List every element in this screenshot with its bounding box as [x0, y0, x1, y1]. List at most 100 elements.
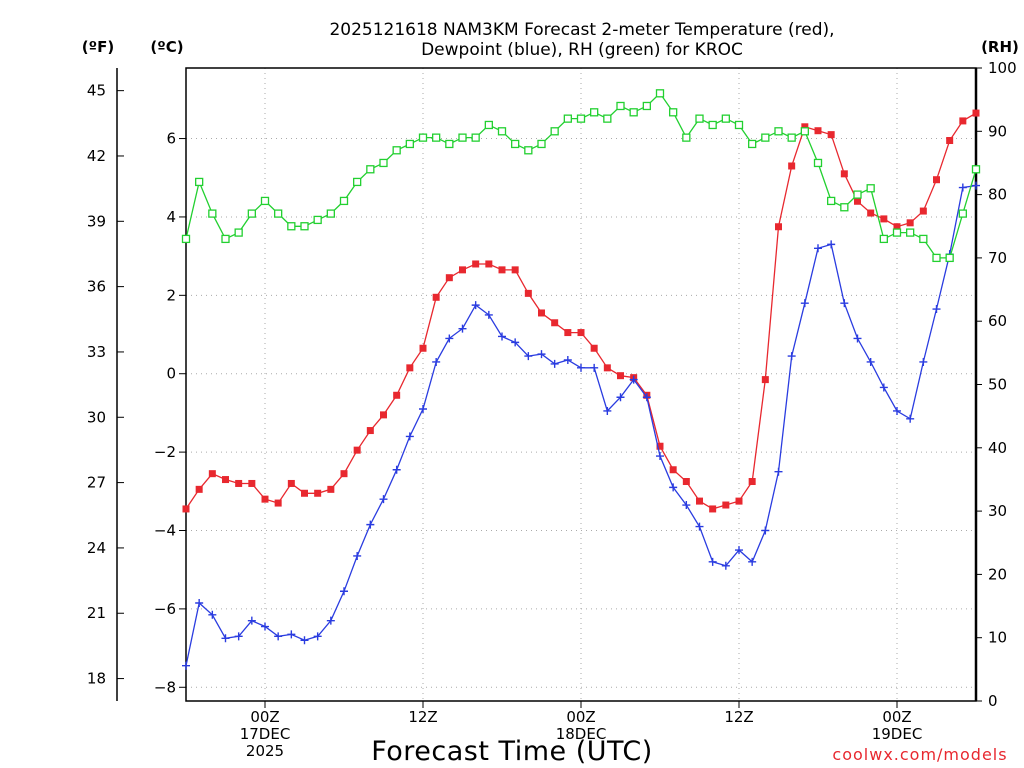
data-point [234, 632, 243, 641]
data-point [906, 414, 915, 423]
data-point [972, 181, 980, 190]
data-point [538, 309, 545, 317]
data-point [748, 557, 757, 566]
data-point [392, 465, 401, 474]
data-point [840, 203, 849, 212]
fahrenheit-tick-label: 21 [87, 604, 106, 622]
data-point [537, 139, 546, 149]
data-point [932, 253, 941, 263]
fahrenheit-tick-label: 42 [87, 147, 106, 165]
data-point [590, 108, 599, 117]
data-point [379, 158, 388, 168]
data-point [248, 479, 256, 487]
data-point [195, 177, 204, 187]
data-point [195, 485, 203, 493]
data-point [642, 101, 651, 111]
data-point [801, 123, 809, 131]
data-point [260, 196, 270, 206]
data-point [287, 222, 296, 231]
data-point [933, 176, 940, 184]
x-tick-label: 00Z [250, 708, 279, 726]
data-point [313, 632, 322, 641]
data-point [748, 139, 757, 149]
data-point [590, 363, 599, 372]
data-point [775, 223, 782, 231]
data-point [603, 114, 612, 123]
data-point [682, 501, 691, 510]
rh-tick-label: 90 [988, 122, 1007, 140]
data-point [471, 301, 480, 310]
data-point [511, 338, 520, 347]
data-point [550, 359, 559, 368]
data-point [761, 376, 769, 384]
data-point [800, 299, 809, 308]
data-point [459, 266, 466, 274]
fahrenheit-unit-label: (ºF) [82, 38, 114, 56]
rh-tick-label: 100 [988, 59, 1017, 77]
data-point [906, 219, 914, 227]
x-tick-label: 2025 [246, 742, 284, 760]
data-point [419, 404, 427, 413]
data-point [247, 209, 256, 218]
data-point [221, 634, 230, 643]
data-point [655, 89, 665, 98]
data-point [709, 505, 717, 513]
data-point [353, 177, 362, 187]
celsius-tick-label: 6 [166, 130, 176, 148]
data-point [945, 253, 954, 263]
series-dewpoint [182, 181, 980, 670]
data-point [498, 266, 506, 274]
data-point [958, 209, 967, 218]
series-layer [181, 89, 981, 670]
data-point [379, 495, 388, 504]
data-point [301, 489, 308, 497]
data-point [774, 467, 783, 476]
celsius-tick-label: −2 [154, 443, 176, 461]
celsius-axis: −8 −6 −4 −2 0 2 4 6 [154, 130, 186, 696]
data-point [511, 266, 519, 274]
data-point [498, 332, 506, 341]
data-point [853, 190, 862, 199]
data-point [617, 372, 624, 380]
chart-title-line-2: Dewpoint (blue), RH (green) for KROC [421, 40, 743, 60]
data-point [392, 146, 401, 155]
data-point [867, 209, 875, 217]
data-point [695, 114, 704, 123]
data-point [708, 557, 717, 566]
plot-area-frame [185, 67, 977, 702]
data-point [563, 356, 572, 365]
data-point [629, 375, 638, 384]
data-point [326, 209, 335, 218]
celsius-tick-label: −6 [154, 600, 176, 618]
data-point [879, 234, 888, 244]
data-point [590, 344, 598, 352]
x-tick-label: 17DEC [240, 725, 291, 743]
data-point [524, 289, 532, 297]
data-point [656, 452, 664, 461]
credit-label: coolwx.com/models [832, 745, 1007, 764]
data-point [800, 127, 809, 136]
data-point [813, 158, 823, 168]
data-point [418, 133, 428, 142]
data-point [235, 479, 243, 487]
data-point [406, 364, 414, 372]
data-point [564, 329, 572, 337]
data-point [959, 117, 967, 125]
data-point [827, 131, 835, 139]
x-tick-label: 00Z [882, 708, 911, 726]
data-point [642, 393, 651, 402]
data-point [195, 599, 204, 608]
data-point [893, 223, 901, 231]
data-point [340, 587, 348, 596]
data-point [603, 406, 612, 415]
data-point [721, 561, 730, 570]
data-point [445, 139, 454, 149]
rh-unit-label: (RH) [981, 38, 1019, 56]
data-point [419, 344, 427, 352]
data-point [405, 432, 414, 441]
rh-tick-label: 50 [988, 376, 1007, 394]
data-point [576, 114, 586, 123]
data-point [814, 244, 822, 253]
